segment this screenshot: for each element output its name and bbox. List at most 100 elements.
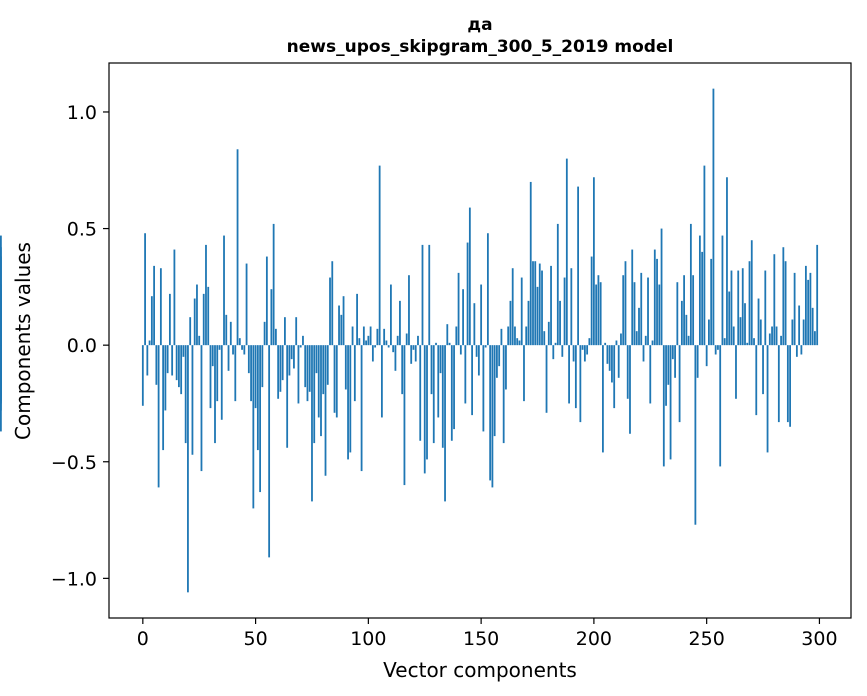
bar-47	[247, 345, 250, 374]
bar-44	[241, 345, 243, 350]
y-tick-label-3: 0.5	[67, 219, 97, 241]
x-tick-label-150: 150	[463, 628, 499, 650]
bar-199	[590, 256, 593, 346]
bar-191	[572, 345, 575, 362]
bar-95	[356, 293, 358, 346]
bar-undefined	[0, 345, 2, 353]
bar-171	[527, 300, 530, 346]
bar-229	[658, 284, 661, 346]
bar-252	[710, 258, 713, 346]
bar-165	[514, 326, 516, 346]
bar-74	[308, 345, 311, 392]
bar-162	[507, 326, 510, 346]
bar-21	[189, 317, 192, 346]
bar-205	[604, 342, 607, 346]
bar-53	[261, 345, 264, 388]
bar-68	[295, 317, 298, 346]
bar-78	[317, 345, 320, 418]
bar-284	[782, 247, 785, 346]
bar-45	[243, 345, 246, 355]
bar-32	[214, 345, 216, 444]
bar-62	[281, 345, 284, 381]
bar-142	[462, 289, 464, 346]
bar-158	[498, 345, 501, 367]
bar-115	[401, 345, 404, 395]
bar-133	[441, 345, 444, 448]
bar-189	[568, 345, 570, 404]
bar-291	[798, 305, 801, 346]
plot-frame	[108, 62, 852, 619]
y-tick-label-1: −0.5	[51, 452, 97, 474]
bar-12	[168, 293, 171, 346]
x-axis-label: Vector components	[383, 658, 577, 682]
bar-216	[629, 345, 631, 434]
bar-9	[162, 345, 165, 451]
bar-160	[502, 345, 505, 444]
bar-185	[559, 300, 561, 346]
bar-54	[263, 321, 266, 346]
bar-287	[789, 345, 791, 427]
bar-67	[293, 345, 295, 369]
bar-34	[218, 345, 221, 350]
bar-293	[802, 319, 805, 346]
bar-250	[705, 345, 708, 367]
bar-128	[430, 345, 433, 395]
bar-104	[376, 328, 379, 346]
bar-275	[762, 345, 764, 395]
bar-276	[764, 270, 767, 346]
bar-91	[347, 345, 349, 460]
bar-238	[678, 345, 681, 423]
bar-84	[331, 261, 334, 346]
bar-97	[360, 345, 363, 472]
bar-15	[175, 345, 178, 381]
bar-38	[227, 345, 230, 371]
y-tick-label-2: 0.0	[67, 335, 97, 357]
bar-169	[523, 345, 525, 402]
bar-177	[541, 270, 543, 346]
bar-122	[417, 335, 419, 346]
bar-94	[353, 345, 356, 402]
bar-274	[759, 319, 762, 346]
bar-127	[428, 244, 431, 346]
x-tick-label-0: 0	[137, 628, 149, 650]
bar-143	[464, 345, 467, 404]
bar-93	[351, 326, 354, 346]
bar-253	[712, 88, 715, 346]
bar-213	[622, 275, 625, 346]
bar-281	[775, 326, 778, 346]
bar-197	[586, 345, 589, 355]
bar-168	[520, 277, 523, 346]
bar-258	[723, 338, 726, 346]
bar-292	[800, 345, 803, 355]
bar-108	[385, 340, 388, 346]
bar-166	[516, 338, 519, 346]
bar-24	[196, 284, 198, 346]
bar-79	[320, 345, 322, 437]
bar-247	[698, 235, 701, 346]
bar-58	[272, 223, 275, 346]
bar-297	[811, 307, 814, 346]
bar-266	[741, 268, 744, 346]
bar-39	[229, 321, 232, 346]
bar-241	[685, 314, 688, 346]
bar-155	[491, 345, 494, 488]
bar-179	[545, 345, 548, 413]
bar-223	[644, 335, 647, 346]
bar-201	[595, 284, 598, 346]
bar-111	[392, 345, 395, 353]
bar-164	[511, 268, 514, 346]
bar-89	[342, 296, 345, 346]
bar-259	[726, 177, 728, 346]
y-tick-label-0: −1.0	[51, 568, 97, 590]
bar-7	[157, 345, 160, 488]
bar-136	[448, 342, 451, 346]
bar-138	[453, 345, 455, 430]
bar-134	[444, 345, 446, 502]
bar-196	[583, 345, 586, 362]
bar-153	[486, 233, 489, 346]
bar-159	[500, 328, 503, 346]
bar-294	[804, 265, 807, 346]
bar-52	[259, 345, 261, 493]
bar-61	[279, 345, 282, 392]
bar-41	[234, 345, 237, 402]
